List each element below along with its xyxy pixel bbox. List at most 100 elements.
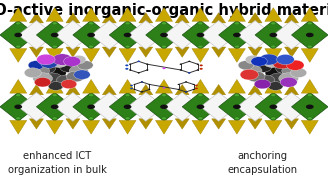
Circle shape (307, 45, 312, 48)
Circle shape (235, 94, 239, 97)
Circle shape (198, 94, 203, 97)
Circle shape (243, 65, 262, 76)
Circle shape (64, 57, 81, 66)
Polygon shape (10, 8, 27, 21)
Circle shape (306, 33, 314, 37)
Circle shape (34, 77, 51, 87)
Polygon shape (292, 21, 328, 50)
Text: NLO-active inorganic-organic hybrid materials: NLO-active inorganic-organic hybrid mate… (0, 3, 328, 18)
Polygon shape (73, 21, 109, 50)
Circle shape (280, 77, 297, 87)
Circle shape (141, 81, 143, 82)
Circle shape (268, 82, 283, 90)
Polygon shape (175, 13, 189, 23)
Polygon shape (248, 119, 262, 129)
Polygon shape (155, 49, 173, 62)
Polygon shape (228, 79, 245, 93)
Polygon shape (301, 8, 318, 21)
Circle shape (77, 61, 93, 70)
Circle shape (125, 22, 130, 25)
Circle shape (253, 62, 272, 72)
Circle shape (198, 45, 203, 48)
Circle shape (185, 91, 187, 93)
Circle shape (185, 91, 187, 92)
Circle shape (29, 65, 50, 77)
Circle shape (52, 94, 57, 97)
Circle shape (161, 22, 167, 25)
Polygon shape (119, 8, 136, 21)
Polygon shape (212, 119, 226, 129)
Polygon shape (83, 120, 100, 134)
Circle shape (89, 45, 93, 48)
Circle shape (137, 61, 140, 62)
Polygon shape (139, 47, 153, 57)
Circle shape (247, 71, 265, 82)
Polygon shape (155, 79, 173, 93)
Circle shape (149, 89, 151, 90)
Polygon shape (192, 49, 209, 62)
Circle shape (146, 69, 148, 70)
Circle shape (271, 45, 276, 48)
Polygon shape (175, 119, 189, 129)
Circle shape (125, 68, 129, 70)
Circle shape (14, 33, 22, 37)
Circle shape (74, 70, 90, 79)
Polygon shape (102, 47, 116, 57)
Circle shape (177, 84, 179, 85)
Circle shape (146, 64, 148, 65)
Circle shape (16, 117, 21, 120)
Polygon shape (36, 21, 73, 50)
Circle shape (161, 117, 167, 120)
Polygon shape (30, 13, 43, 23)
Polygon shape (10, 49, 27, 62)
Polygon shape (46, 8, 63, 21)
Polygon shape (301, 79, 318, 93)
Circle shape (125, 94, 130, 97)
Circle shape (240, 69, 258, 80)
Circle shape (52, 45, 57, 48)
Circle shape (48, 82, 63, 90)
Circle shape (282, 65, 302, 77)
Circle shape (129, 69, 131, 70)
Circle shape (251, 57, 267, 66)
Circle shape (271, 22, 276, 25)
Polygon shape (102, 84, 116, 95)
Polygon shape (237, 21, 273, 50)
Circle shape (69, 65, 88, 76)
Polygon shape (55, 92, 91, 121)
Circle shape (162, 67, 166, 69)
Circle shape (51, 33, 59, 37)
Polygon shape (66, 84, 80, 95)
Polygon shape (83, 79, 100, 93)
Circle shape (235, 22, 239, 25)
Circle shape (233, 105, 241, 109)
Polygon shape (182, 21, 219, 50)
Circle shape (61, 80, 77, 89)
Polygon shape (0, 21, 36, 50)
Circle shape (271, 94, 276, 97)
Circle shape (199, 64, 203, 66)
Circle shape (72, 55, 86, 64)
Circle shape (43, 73, 62, 84)
Circle shape (276, 62, 295, 74)
Circle shape (124, 105, 132, 109)
Circle shape (269, 105, 277, 109)
Circle shape (290, 68, 307, 77)
Circle shape (256, 75, 275, 86)
Text: enhanced ICT
organization in bulk: enhanced ICT organization in bulk (8, 152, 107, 175)
Polygon shape (30, 84, 43, 95)
FancyBboxPatch shape (0, 91, 328, 123)
Polygon shape (66, 119, 80, 129)
Circle shape (163, 87, 165, 89)
Polygon shape (192, 120, 209, 134)
Polygon shape (292, 92, 328, 121)
Circle shape (279, 73, 298, 84)
Polygon shape (46, 79, 63, 93)
Circle shape (235, 45, 239, 48)
Polygon shape (192, 79, 209, 93)
Circle shape (306, 105, 314, 109)
Polygon shape (212, 13, 226, 23)
Polygon shape (219, 92, 255, 121)
Polygon shape (0, 92, 36, 121)
Circle shape (265, 67, 286, 79)
